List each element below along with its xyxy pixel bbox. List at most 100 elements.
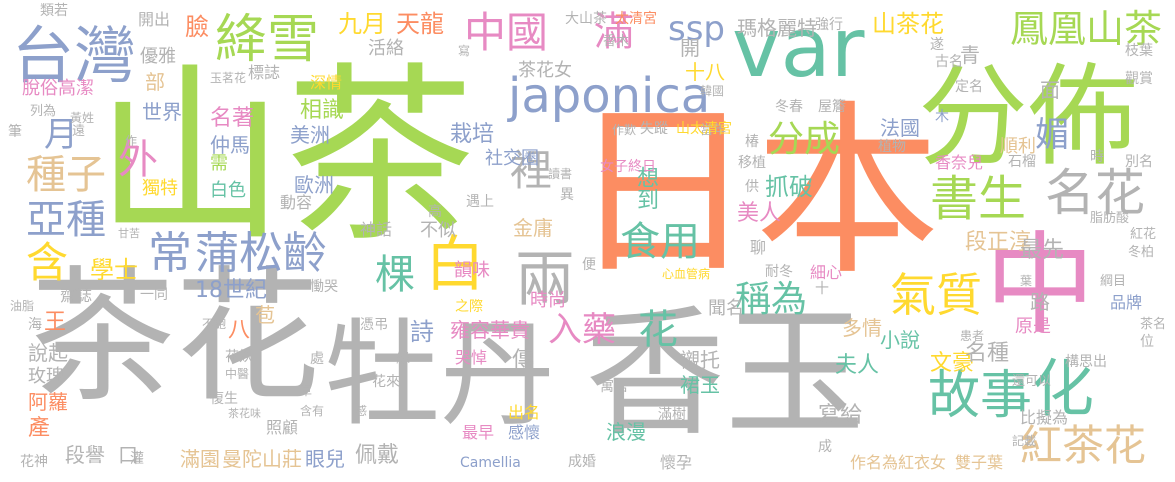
word-chang: 常	[148, 228, 192, 279]
word-riben: 日本	[570, 84, 940, 300]
word-honghua: 紅花	[1130, 227, 1157, 242]
word-yazhong: 亞種	[26, 197, 106, 243]
word-tuosugaojie: 脫俗高潔	[22, 78, 94, 99]
word-huashen: 花神	[20, 454, 48, 470]
word-nvzizhongri: 女子終日	[600, 159, 656, 175]
word-ssp: ssp	[668, 9, 726, 49]
word-zhiji: 之際	[455, 299, 483, 315]
word-cheng: 成	[818, 439, 832, 455]
word-chahua: 茶花	[30, 253, 320, 422]
word-gousichu: 構思出	[1065, 354, 1107, 370]
word-wuyan: 屋簷	[818, 99, 846, 115]
word-fenghuang: 鳳凰山茶	[1010, 7, 1163, 51]
word-hongchahua: 紅茶花	[1020, 421, 1147, 470]
word-ruyao: 入藥	[548, 310, 616, 350]
word-langman: 浪漫	[606, 420, 646, 444]
word-shi-time: 時	[1090, 149, 1104, 165]
word-zhuapo: 抓破	[765, 173, 813, 201]
word-meigui: 玫瑰	[28, 366, 64, 387]
word-ke: 棵	[375, 252, 415, 298]
word-tianlong: 天龍	[396, 10, 444, 38]
word-taiqinggong: 太清宮	[615, 11, 657, 27]
word-pusongling: 蒲松齡	[195, 228, 327, 279]
word-meiren: 美人	[737, 201, 782, 226]
word-leiruo: 類若	[40, 3, 68, 19]
word-yuanshi: 原是	[1015, 316, 1051, 337]
word-hualai: 花來	[372, 374, 400, 390]
word-shenqing: 深情	[310, 73, 343, 92]
word-tongku: 慟哭	[310, 279, 338, 295]
word-shanchahua: 山茶花	[872, 10, 944, 38]
word-yuminghua: 玉茗花	[210, 71, 247, 85]
word-zhaogu: 照顧	[266, 418, 299, 437]
word-xu: 需	[210, 153, 228, 174]
word-dongbai: 冬柏	[1128, 245, 1155, 260]
word-jiuyue: 九月	[338, 10, 386, 38]
word-liao: 聊	[750, 238, 767, 257]
word-zuizao: 最早	[462, 423, 495, 442]
word-jiangxue: 絳雪	[215, 10, 320, 70]
word-shishang: 時尚	[530, 290, 566, 311]
word-18shiji: 18世紀	[195, 278, 267, 303]
word-taiwan: 台灣	[12, 19, 137, 92]
word-biaozhi: 標誌	[248, 63, 281, 82]
word-hanyou: 含有	[300, 404, 325, 418]
word-liewei: 列為	[30, 104, 57, 119]
word-shiyong: 食用	[620, 219, 700, 265]
word-mingzhu: 名著	[210, 106, 255, 131]
word-ouzhou: 歐洲	[294, 173, 334, 197]
word-duoqing: 多情	[842, 316, 882, 340]
word-shenhua: 神話	[360, 220, 393, 239]
word-zuixian: 最先	[1020, 238, 1065, 263]
word-xie: 寫	[458, 44, 471, 58]
word-zhifangsuan: 脂肪酸	[1090, 211, 1130, 226]
word-chun: 椿	[745, 134, 759, 150]
word-zuotan: 作歎	[612, 123, 637, 137]
word-man: 滿	[587, 10, 633, 50]
word-shantaiqinggong: 山太清宮	[676, 121, 732, 137]
word-li: 裡	[510, 146, 553, 195]
word-gong: 供	[745, 179, 759, 195]
word-qizhi: 氣質	[890, 268, 982, 322]
word-mian: 面	[1040, 78, 1060, 102]
word-guanshang: 觀賞	[1125, 71, 1153, 87]
word-zhaizhi: 齋誌	[60, 286, 93, 305]
word-xiegei: 寫給	[818, 403, 863, 428]
word-pinpai: 品牌	[1110, 293, 1143, 312]
word-wei: 位	[1140, 334, 1154, 350]
word-camellia: Camellia	[460, 455, 521, 471]
word-shiba: 十八	[685, 60, 725, 84]
word-xiangshi: 相識	[300, 98, 345, 123]
word-fencheng: 分成	[768, 119, 841, 160]
word-duanyu: 段譽	[65, 443, 105, 467]
word-ba: 八	[228, 318, 251, 343]
word-yizhi: 移植	[738, 155, 766, 171]
word-zhongyi: 中醫	[225, 367, 250, 381]
word-dangnian: 當年	[700, 123, 727, 138]
word-baise: 白色	[210, 180, 246, 201]
word-wai: 外	[118, 137, 158, 183]
word-qunyu: 裙玉	[680, 373, 720, 397]
word-faguo: 法國	[880, 116, 920, 140]
word-xiangmu: 香木	[603, 34, 630, 49]
word-xinxueguanbing: 心血管病	[662, 267, 711, 281]
word-hai: 海	[28, 317, 42, 333]
word-xiangdao: 想到	[633, 166, 658, 210]
word-mantuoshanzhuang: 曼陀山莊	[222, 447, 302, 471]
word-bai: 白	[425, 230, 485, 300]
word-margaret: 瑪格麗特	[737, 16, 817, 40]
word-gankku: 甘苦	[118, 227, 140, 240]
word-youzhi: 油脂	[10, 299, 35, 313]
word-bubao: 不飽	[202, 317, 227, 331]
word-shijie: 世界	[142, 100, 182, 124]
word-sui: 遂	[930, 37, 944, 53]
word-huayao: 花妖	[225, 349, 253, 365]
word-yitong: 一同	[140, 287, 168, 303]
word-jizai: 記載	[1012, 434, 1037, 448]
word-zhiye: 枝葉	[1125, 43, 1153, 59]
word-yue: 月	[44, 115, 78, 155]
word-zuo: 作	[125, 134, 138, 148]
word-lu: 路	[1030, 290, 1050, 314]
word-huoluo: 活絡	[368, 38, 404, 59]
word-zhong: 中	[985, 221, 1095, 349]
